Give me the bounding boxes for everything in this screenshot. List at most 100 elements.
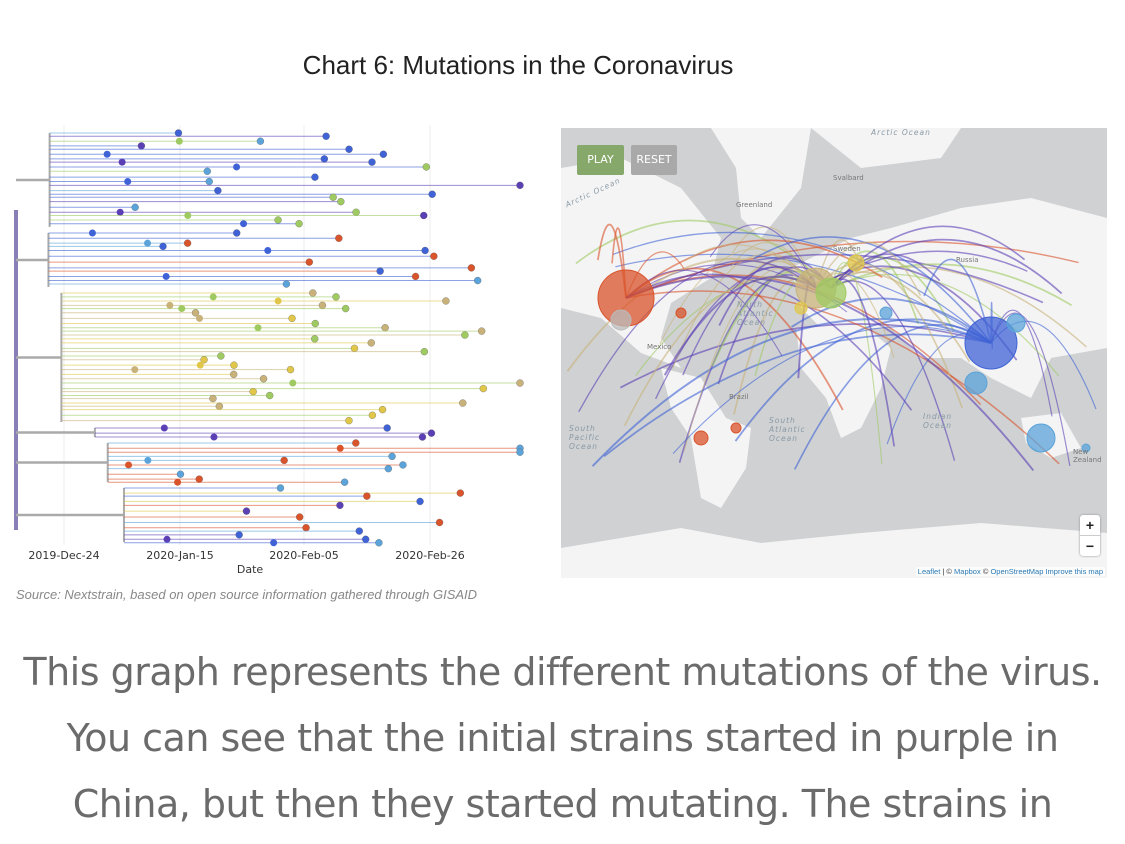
tree-tip xyxy=(459,399,467,407)
tree-tip xyxy=(209,394,217,403)
case-bubble xyxy=(1081,443,1091,453)
case-bubble xyxy=(964,316,1018,370)
x-tick-label: 2019-Dec-24 xyxy=(28,549,100,562)
map-canvas xyxy=(561,128,1107,578)
map-label: Svalbard xyxy=(833,174,864,182)
transmission-arc xyxy=(612,231,992,344)
zoom-in-button[interactable]: + xyxy=(1085,517,1095,533)
tree-tip xyxy=(230,361,238,369)
tree-tip xyxy=(217,352,225,360)
map-label: South Atlantic Ocean xyxy=(769,416,806,443)
transmission-arc xyxy=(683,267,817,452)
tree-tip xyxy=(302,524,310,532)
transmission-arc xyxy=(794,323,992,470)
tree-tip xyxy=(159,242,167,251)
tree-tip xyxy=(280,456,288,465)
transmission-arc xyxy=(753,236,992,344)
transmission-arc xyxy=(830,280,956,461)
case-bubble xyxy=(794,301,808,315)
tree-tip xyxy=(428,190,436,198)
tree-tip xyxy=(367,339,375,347)
tree-tip xyxy=(174,478,182,486)
case-bubble xyxy=(1006,313,1026,333)
tree-tip xyxy=(183,239,192,247)
tree-tip xyxy=(329,193,337,201)
tree-tip xyxy=(516,448,524,456)
tree-tip xyxy=(336,444,344,452)
reset-button[interactable]: RESET xyxy=(631,145,677,175)
tree-tip xyxy=(381,324,389,332)
x-tick-label: 2020-Jan-15 xyxy=(146,549,214,562)
tree-tip xyxy=(362,535,370,543)
transmission-arc xyxy=(923,258,992,344)
tree-tip xyxy=(166,301,174,309)
tree-tip xyxy=(137,142,146,150)
map-attribution: Leaflet | © Mapbox © OpenStreetMap Impro… xyxy=(915,567,1105,576)
transmission-arc xyxy=(603,333,992,458)
tree-tip xyxy=(388,452,396,461)
tree-tip xyxy=(242,507,251,515)
tree-tip xyxy=(322,132,330,140)
map-label: Mexico xyxy=(647,343,672,351)
osm-link[interactable]: OpenStreetMap xyxy=(990,567,1044,576)
tree-tip xyxy=(235,531,243,539)
tree-tip xyxy=(309,289,317,297)
transmission-map[interactable]: PLAY RESET Arctic Ocean Arctic Ocean Gre… xyxy=(561,128,1107,578)
tree-tip xyxy=(442,297,450,305)
tree-tip xyxy=(88,229,96,237)
source-note: Source: Nextstrain, based on open source… xyxy=(16,587,478,602)
case-bubble xyxy=(964,371,988,395)
tree-tip xyxy=(456,489,464,497)
tree-tip xyxy=(184,212,192,220)
tree-tip xyxy=(375,539,383,547)
tree-tip xyxy=(420,347,429,356)
tree-tip xyxy=(144,456,152,464)
transmission-arc xyxy=(625,267,844,411)
tree-tip xyxy=(345,416,353,425)
body-text-line: This graph represents the different muta… xyxy=(23,650,1102,694)
tree-tip xyxy=(209,293,217,301)
attr-sep: | © xyxy=(940,567,955,576)
transmission-arc xyxy=(672,325,992,454)
tree-tip xyxy=(337,197,345,206)
tree-tip xyxy=(178,305,186,313)
tree-tip xyxy=(274,297,282,305)
transmission-arc xyxy=(815,262,964,409)
tree-tip xyxy=(350,344,359,353)
tree-tip xyxy=(461,331,469,339)
tree-tip xyxy=(332,293,340,301)
tree-tip xyxy=(230,370,238,379)
tree-tip xyxy=(125,461,133,469)
case-bubble xyxy=(847,254,865,272)
tree-tip xyxy=(160,424,168,432)
tree-tip xyxy=(200,356,208,364)
attr-sep: © xyxy=(980,567,991,576)
tree-tip xyxy=(286,365,295,374)
map-label: New Zealand xyxy=(1073,448,1102,464)
tree-tip xyxy=(352,439,360,447)
improve-map-link[interactable]: Improve this map xyxy=(1043,567,1103,576)
transmission-arc xyxy=(578,260,817,413)
transmission-arc xyxy=(625,273,913,411)
tree-tip xyxy=(116,208,124,216)
map-label: South Pacific Ocean xyxy=(569,424,601,451)
tree-tip xyxy=(516,181,524,189)
zoom-out-button[interactable]: − xyxy=(1080,535,1100,556)
tree-tip xyxy=(249,387,257,396)
tree-tip xyxy=(176,470,185,478)
tree-tip xyxy=(266,391,274,400)
leaflet-link[interactable]: Leaflet xyxy=(917,567,941,576)
mapbox-link[interactable]: Mapbox xyxy=(954,567,981,576)
play-button[interactable]: PLAY xyxy=(577,145,624,175)
tree-tip xyxy=(305,258,313,266)
tree-tip xyxy=(296,513,304,521)
tree-tip xyxy=(289,379,297,387)
case-bubble xyxy=(1026,423,1056,453)
map-label: Russia xyxy=(956,256,979,264)
case-bubble xyxy=(675,307,687,319)
tree-tip xyxy=(467,264,476,272)
tree-tip xyxy=(174,129,183,137)
transmission-arc xyxy=(830,263,1073,307)
map-label: Sweden xyxy=(833,245,861,253)
tree-tip xyxy=(516,379,524,387)
